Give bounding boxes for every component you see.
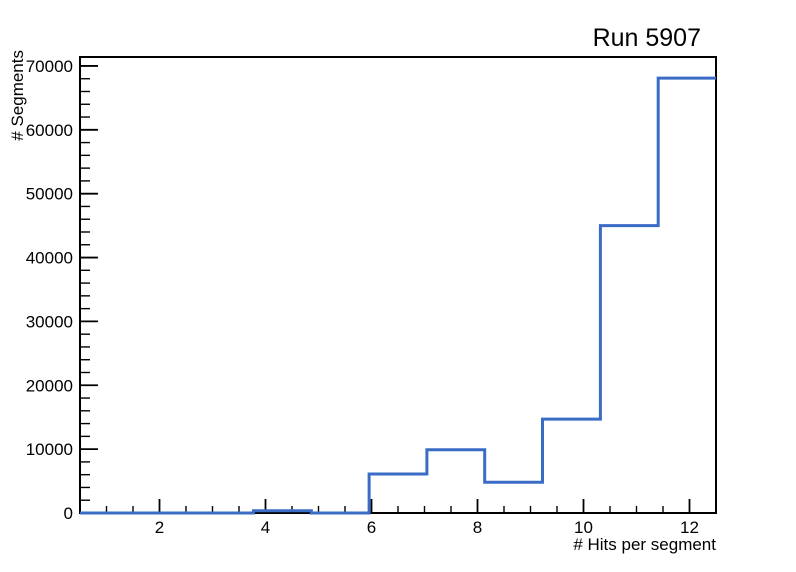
plot-title: Run 5907 (592, 24, 701, 52)
y-tick-label: 60000 (26, 121, 73, 140)
y-tick-label: 30000 (26, 312, 73, 331)
y-tick-label: 40000 (26, 249, 73, 268)
x-tick-label: 8 (473, 518, 482, 537)
histogram-step-line (80, 76, 716, 515)
y-tick-label: 70000 (26, 57, 73, 76)
y-axis-title: # Segments (8, 50, 27, 141)
x-tick-label: 6 (367, 518, 376, 537)
plot-frame (79, 56, 717, 514)
y-tick-label: 0 (64, 504, 73, 523)
y-tick-label: 20000 (26, 376, 73, 395)
x-axis-title: # Hits per segment (573, 535, 716, 554)
x-tick-label: 4 (261, 518, 270, 537)
x-tick-label: 12 (680, 518, 699, 537)
y-tick-label: 10000 (26, 440, 73, 459)
y-tick-label: 50000 (26, 185, 73, 204)
x-tick-label: 10 (574, 518, 593, 537)
x-tick-label: 2 (155, 518, 164, 537)
